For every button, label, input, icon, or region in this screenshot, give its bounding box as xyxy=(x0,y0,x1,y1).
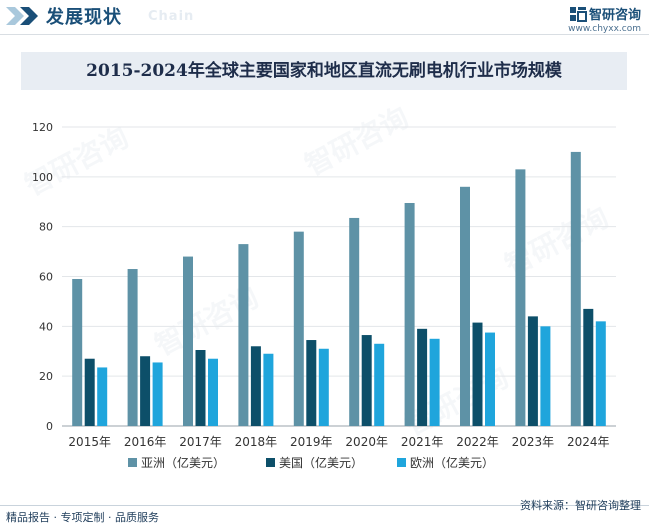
bar-3 xyxy=(485,332,495,426)
source-note: 资料来源：智研咨询整理 xyxy=(520,499,641,512)
section-subtitle: Chain xyxy=(148,9,195,24)
bar-2 xyxy=(195,350,206,426)
bar-3 xyxy=(263,353,274,426)
legend-label: 美国（亿美元） xyxy=(279,455,363,470)
footer-tagline: 精品报告 · 专项定制 · 品质服务 xyxy=(6,511,159,524)
brand-url: www.chyxx.com xyxy=(568,24,641,34)
y-tick-label: 120 xyxy=(32,121,53,134)
bar-1 xyxy=(127,269,138,426)
header-divider xyxy=(0,34,649,35)
bar-3 xyxy=(429,338,440,426)
bar-2 xyxy=(583,308,594,426)
bar-2 xyxy=(417,328,428,426)
page-footer: 精品报告 · 专项定制 · 品质服务 资料来源：智研咨询整理 xyxy=(0,497,649,525)
bar-1 xyxy=(293,231,304,426)
bar-2 xyxy=(527,316,538,426)
brand-logo-icon xyxy=(569,6,587,22)
y-tick-label: 40 xyxy=(39,320,53,333)
bar-3 xyxy=(374,343,385,426)
legend-label: 亚洲（亿美元） xyxy=(141,455,225,470)
bar-3 xyxy=(97,367,108,426)
bar-1 xyxy=(404,202,415,426)
x-tick-label: 2019年 xyxy=(290,435,333,449)
bar-2 xyxy=(140,356,151,426)
bar-2 xyxy=(250,346,261,426)
chart-title-box: 2015-2024年全球主要国家和地区直流无刷电机行业市场规模 xyxy=(21,52,627,90)
section-title: 发展现状 xyxy=(46,7,122,28)
brand: 智研咨询 www.chyxx.com xyxy=(568,3,641,34)
bar-3 xyxy=(595,321,606,426)
page-header: 发展现状 Chain 智研咨询 www.chyxx.com xyxy=(0,0,649,35)
legend-swatch xyxy=(397,458,406,467)
legend-swatch xyxy=(128,458,137,467)
y-tick-label: 80 xyxy=(39,221,53,234)
legend-swatch xyxy=(266,458,275,467)
bar-3 xyxy=(208,358,218,426)
y-tick-label: 100 xyxy=(32,171,53,184)
bar-1 xyxy=(460,186,470,426)
legend-label: 欧洲（亿美元） xyxy=(410,455,494,470)
x-tick-label: 2017年 xyxy=(179,435,222,449)
x-tick-label: 2023年 xyxy=(512,435,555,449)
chart-title: 2015-2024年全球主要国家和地区直流无刷电机行业市场规模 xyxy=(86,61,562,81)
y-tick-label: 0 xyxy=(46,420,53,433)
bar-2 xyxy=(361,335,372,426)
bar-1 xyxy=(183,256,193,426)
bar-1 xyxy=(515,169,526,426)
x-tick-label: 2016年 xyxy=(124,435,167,449)
bar-2 xyxy=(84,358,95,426)
chevron-double-right-icon xyxy=(6,7,38,25)
x-tick-label: 2020年 xyxy=(345,435,388,449)
bar-3 xyxy=(540,326,551,426)
bar-1 xyxy=(72,278,83,426)
y-tick-label: 20 xyxy=(39,370,53,383)
bar-2 xyxy=(306,340,317,426)
x-tick-label: 2022年 xyxy=(456,435,499,449)
bar-1 xyxy=(570,151,581,426)
brand-name: 智研咨询 xyxy=(588,8,641,23)
bar-3 xyxy=(152,362,163,426)
bar-3 xyxy=(318,348,329,426)
footer-divider xyxy=(0,505,649,506)
x-tick-label: 2018年 xyxy=(235,435,278,449)
y-tick-label: 60 xyxy=(39,271,53,284)
x-tick-label: 2024年 xyxy=(567,435,610,449)
x-tick-label: 2021年 xyxy=(401,435,444,449)
bar-1 xyxy=(238,244,249,426)
bar-1 xyxy=(349,217,360,426)
bar-2 xyxy=(472,322,483,426)
x-tick-label: 2015年 xyxy=(68,435,111,449)
